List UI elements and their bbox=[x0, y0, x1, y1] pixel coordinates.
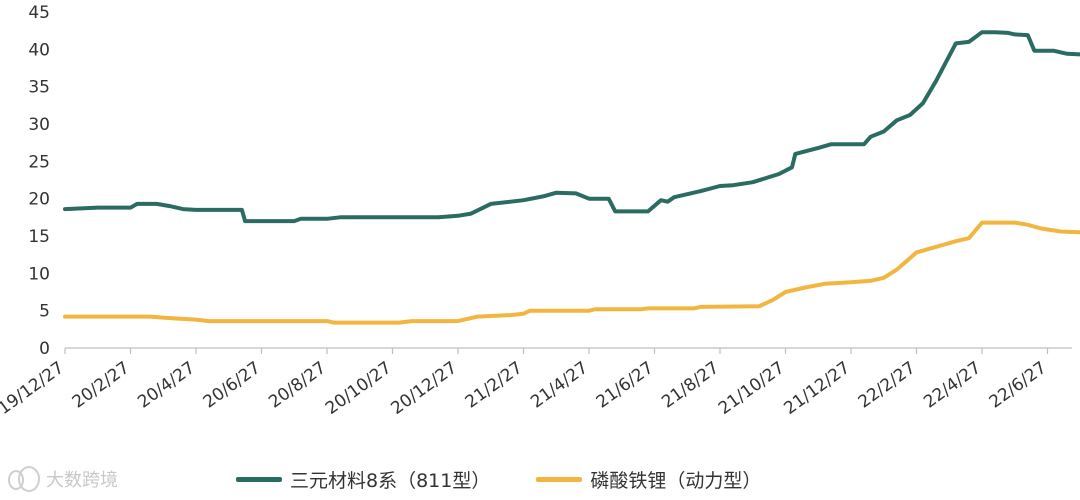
watermark-logo-icon bbox=[8, 466, 40, 492]
legend-item-lfp: 磷酸铁锂（动力型） bbox=[536, 466, 761, 493]
y-tick-label: 45 bbox=[28, 3, 50, 23]
y-tick-label: 25 bbox=[28, 152, 50, 172]
x-tick-label: 21/6/27 bbox=[593, 358, 658, 413]
y-axis-ticks: 0 5 10 15 20 25 30 35 40 45 bbox=[28, 3, 50, 359]
x-tick-label: 21/2/27 bbox=[462, 358, 527, 413]
y-tick-label: 10 bbox=[28, 264, 50, 284]
y-tick-label: 5 bbox=[39, 302, 50, 322]
x-tick-label: 21/8/27 bbox=[658, 358, 723, 413]
legend: 三元材料8系（811型） 磷酸铁锂（动力型） bbox=[236, 466, 807, 493]
x-tick-label: 21/12/27 bbox=[780, 358, 854, 419]
series-layer bbox=[63, 30, 1080, 325]
series-line-lfp bbox=[63, 220, 1080, 325]
watermark: 大数跨境 bbox=[8, 466, 118, 492]
legend-item-ncm811: 三元材料8系（811型） bbox=[236, 466, 490, 493]
x-tick-label: 21/4/27 bbox=[527, 358, 592, 413]
x-tick-label: 22/6/27 bbox=[986, 358, 1051, 413]
x-tick-label: 22/2/27 bbox=[855, 358, 920, 413]
y-tick-label: 0 bbox=[39, 339, 50, 359]
x-tick-label: 19/12/27 bbox=[0, 358, 68, 419]
legend-swatch-ncm811 bbox=[236, 477, 282, 482]
x-tick-label: 20/4/27 bbox=[134, 358, 199, 413]
x-tick-label: 20/2/27 bbox=[69, 358, 134, 413]
y-tick-label: 20 bbox=[28, 190, 50, 210]
y-tick-label: 15 bbox=[28, 227, 50, 247]
x-tick-label: 21/10/27 bbox=[715, 358, 789, 419]
x-tick-label: 20/10/27 bbox=[322, 358, 396, 419]
x-tick-label: 20/6/27 bbox=[200, 358, 265, 413]
x-tick-label: 22/4/27 bbox=[920, 358, 985, 413]
legend-label-lfp: 磷酸铁锂（动力型） bbox=[590, 470, 762, 492]
y-tick-label: 40 bbox=[28, 40, 50, 60]
y-tick-label: 30 bbox=[28, 115, 50, 135]
line-chart: 0 5 10 15 20 25 30 35 40 45 19/12/27 20/2/27 20/4/2… bbox=[0, 3, 1080, 419]
legend-swatch-lfp bbox=[536, 477, 583, 482]
watermark-text: 大数跨境 bbox=[46, 470, 118, 491]
x-tick-label: 20/8/27 bbox=[265, 358, 330, 413]
x-tick-label: 20/12/27 bbox=[387, 358, 461, 419]
y-tick-label: 35 bbox=[28, 78, 50, 98]
x-axis: 19/12/27 20/2/27 20/4/27 20/6/27 20/8/2720/1… bbox=[0, 347, 1072, 419]
series-line-ncm811 bbox=[63, 30, 1080, 224]
legend-label-ncm811: 三元材料8系（811型） bbox=[290, 470, 491, 492]
